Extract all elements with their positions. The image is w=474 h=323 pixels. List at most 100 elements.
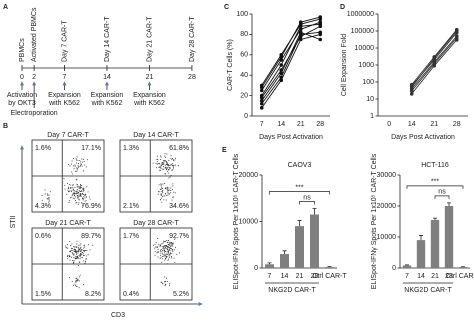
- point: [454, 38, 459, 42]
- event-dot: [163, 255, 165, 257]
- event-dot: [73, 193, 75, 195]
- plot-title: Day 28 CAR-T: [133, 220, 179, 227]
- event-dot: [162, 254, 164, 256]
- event-dot: [64, 188, 66, 190]
- event-dot: [160, 194, 162, 196]
- event-dot: [158, 243, 160, 245]
- event-dot: [167, 165, 169, 167]
- event-dot: [163, 161, 165, 163]
- event-dot: [75, 158, 77, 160]
- event-dot: [152, 162, 154, 164]
- event-dot: [76, 186, 78, 188]
- event-dot: [70, 190, 72, 192]
- event-dot: [74, 164, 76, 166]
- event-dot: [70, 190, 72, 192]
- x-tick-label: 14: [281, 273, 289, 280]
- event-dot: [83, 250, 84, 252]
- event-dot: [76, 243, 78, 245]
- event-dot: [68, 276, 70, 278]
- timeline-day: 7: [63, 74, 67, 81]
- point: [432, 55, 437, 59]
- event-dot: [175, 157, 177, 159]
- point: [318, 22, 323, 27]
- y-axis-label: ELISpot-IFNγ Spots Per 1x10⁵ CAR-T Cells: [233, 153, 240, 289]
- event-dot: [86, 196, 87, 198]
- event-dot: [164, 155, 166, 157]
- event-dot: [161, 191, 163, 192]
- event-dot: [79, 187, 81, 189]
- event-dot: [77, 196, 79, 198]
- event-dot: [168, 251, 169, 253]
- event-dot: [74, 251, 76, 253]
- event-dot: [163, 199, 165, 201]
- quadrant-value: 76.9%: [81, 203, 101, 210]
- event-dot: [71, 256, 72, 258]
- event-dot: [172, 245, 174, 247]
- event-dot: [165, 187, 167, 189]
- event-dot: [163, 168, 165, 170]
- event-dot: [169, 189, 171, 191]
- event-dot: [74, 187, 76, 189]
- x-tick-label: 14: [277, 121, 285, 128]
- event-dot: [77, 164, 79, 166]
- event-dot: [78, 195, 80, 197]
- series-line: [261, 21, 321, 91]
- event-dot: [79, 256, 81, 257]
- event-dot: [41, 200, 43, 202]
- event-dot: [79, 190, 81, 192]
- event-dot: [161, 165, 163, 166]
- event-dot: [165, 167, 167, 169]
- event-dot: [46, 198, 48, 200]
- event-dot: [160, 199, 161, 201]
- event-dot: [162, 190, 164, 191]
- event-dot: [72, 184, 74, 186]
- event-dot: [167, 251, 169, 253]
- event-dot: [76, 202, 78, 203]
- event-dot: [68, 254, 70, 256]
- event-dot: [159, 163, 160, 165]
- event-dot: [160, 251, 162, 253]
- event-dot: [162, 242, 164, 244]
- event-dot: [84, 164, 86, 166]
- event-dot: [169, 241, 171, 243]
- event-dot: [165, 239, 167, 241]
- event-dot: [77, 197, 79, 199]
- point: [298, 24, 303, 29]
- event-dot: [167, 187, 169, 189]
- bar: [280, 254, 289, 268]
- event-dot: [171, 169, 173, 171]
- timeline-day: 21: [146, 74, 154, 81]
- event-dot: [166, 186, 168, 188]
- event-dot: [83, 255, 85, 257]
- event-dot: [168, 160, 170, 162]
- event-dot: [70, 187, 72, 189]
- event-dot: [169, 243, 171, 245]
- event-dot: [82, 161, 84, 163]
- quadrant-value: 1.3%: [123, 145, 139, 152]
- event-dot: [71, 280, 73, 282]
- event-dot: [165, 257, 167, 259]
- event-dot: [160, 252, 162, 254]
- y-tick-label: 10000: [355, 45, 375, 52]
- event-dot: [174, 237, 176, 239]
- event-dot: [80, 161, 82, 163]
- event-dot: [44, 193, 46, 195]
- event-dot: [82, 191, 84, 193]
- event-dot: [167, 169, 169, 171]
- x-tick-label: 14: [408, 121, 416, 128]
- event-dot: [160, 244, 161, 246]
- event-label: with K562: [48, 100, 80, 107]
- event-dot: [164, 183, 166, 184]
- event-dot: [79, 248, 81, 250]
- event-dot: [77, 250, 79, 252]
- event-dot: [165, 157, 167, 159]
- event-dot: [159, 191, 161, 193]
- significance-label: ***: [431, 179, 439, 186]
- y-tick-label: 10000: [239, 218, 259, 225]
- event-dot: [72, 197, 74, 199]
- event-dot: [168, 165, 170, 167]
- event-dot: [160, 158, 162, 160]
- event-dot: [80, 253, 82, 254]
- event-dot: [160, 185, 162, 187]
- y-axis-label: Cell Expansion Fold: [341, 34, 348, 96]
